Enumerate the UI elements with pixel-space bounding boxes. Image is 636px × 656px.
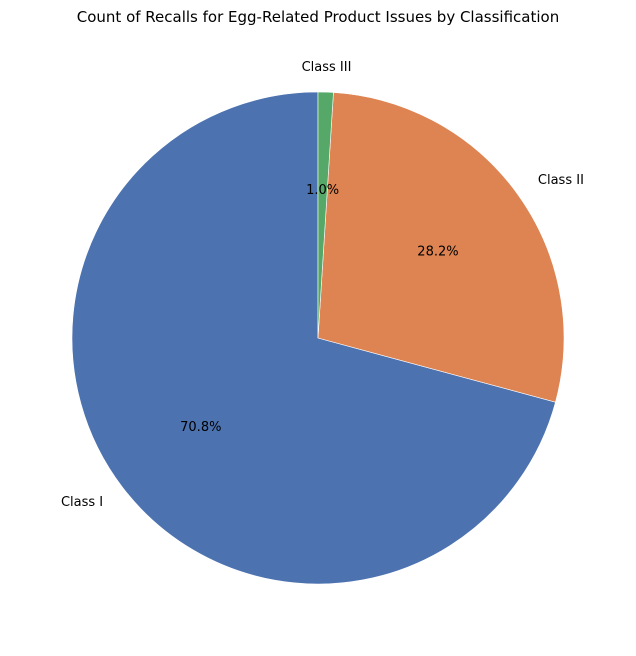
pct-label-class-iii: 1.0% bbox=[306, 183, 339, 198]
slice-label-class-i: Class I bbox=[61, 495, 103, 510]
slice-label-class-ii: Class II bbox=[538, 173, 584, 188]
slices-layer bbox=[71, 91, 565, 585]
pie-slice-class-i bbox=[71, 91, 556, 585]
pie-slice-class-ii bbox=[317, 92, 565, 403]
pie-slice-class-iii bbox=[317, 91, 334, 339]
pct-label-class-ii: 28.2% bbox=[417, 244, 458, 259]
slice-label-class-iii: Class III bbox=[302, 60, 352, 75]
labels-layer: Class I 70.8% Class II 28.2% Class III 1.0% bbox=[61, 60, 584, 510]
pct-label-class-i: 70.8% bbox=[180, 420, 221, 435]
chart-title: Count of Recalls for Egg-Related Product… bbox=[77, 8, 559, 26]
